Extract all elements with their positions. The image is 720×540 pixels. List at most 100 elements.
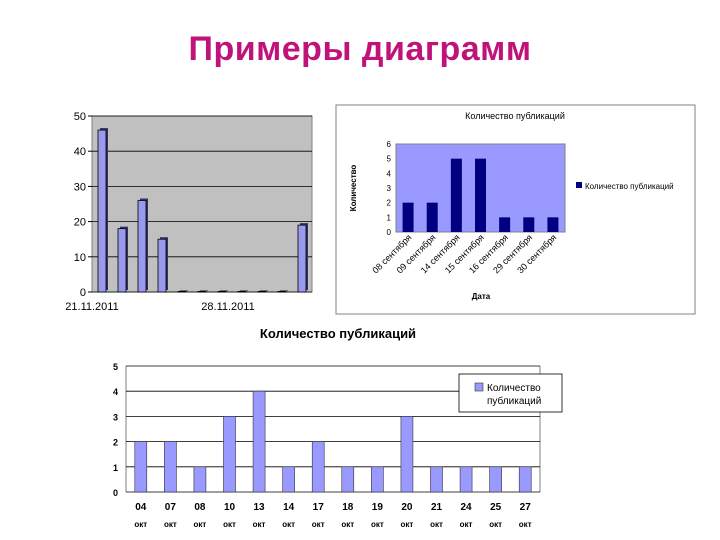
chart-3-x-tick-sublabel: окт (164, 520, 177, 529)
chart-3-x-tick-sublabel: окт (430, 520, 443, 529)
chart-3-legend-box (458, 373, 563, 413)
chart-3-x-tick-label: 27 (520, 502, 532, 513)
chart-2-y-tick-label: 6 (387, 140, 392, 149)
chart-3-x-tick-label: 13 (254, 502, 266, 513)
chart-3-x-tick-sublabel: окт (401, 520, 414, 529)
chart-3-bar (371, 466, 384, 493)
chart-2-legend-swatch (576, 182, 582, 188)
chart-3-x-tick-label: 24 (461, 502, 473, 513)
chart-3-x-tick-label: 17 (313, 502, 325, 513)
chart-1-bar (157, 238, 167, 293)
chart-1-bar-depth (220, 290, 228, 291)
chart-3-y-tick-label: 0 (113, 488, 118, 498)
chart-3-x-tick-label: 14 (283, 502, 295, 513)
chart-3-title: Количество публикаций (260, 326, 416, 341)
chart-1-bar (197, 290, 207, 293)
chart-2-x-axis-label: Дата (472, 292, 491, 301)
chart-1-y-tick-label: 20 (74, 217, 86, 229)
chart-1-bar-depth (260, 290, 268, 291)
chart-1-bar (137, 200, 147, 293)
chart-1-y-tick-label: 40 (74, 146, 86, 158)
chart-2-y-tick-label: 2 (387, 199, 392, 208)
chart-1-y-tick-label: 30 (74, 181, 86, 193)
chart-3-x-tick-sublabel: окт (341, 520, 354, 529)
chart-3-x-tick-label: 10 (224, 502, 236, 513)
chart-3-bar (193, 466, 207, 493)
chart-1-x-tick-label: 21.11.2011 (65, 301, 118, 313)
chart-2-bar (426, 202, 438, 232)
chart-3-x-tick-label: 07 (165, 502, 177, 513)
chart-2-bar (402, 202, 414, 232)
slide-title: Примеры диаграмм (188, 30, 532, 68)
chart-3-x-tick-label: 25 (490, 502, 502, 513)
chart-3-x-tick-sublabel: окт (312, 520, 325, 529)
chart-3-legend-swatch (474, 382, 484, 392)
chart-1-bar-depth (180, 290, 188, 291)
chart-3-x-tick-label: 21 (431, 502, 443, 513)
chart-3-x-tick-sublabel: окт (194, 520, 207, 529)
chart-3-bar (518, 466, 532, 493)
chart-3-x-tick-label: 04 (135, 502, 147, 513)
chart-2-bar (547, 217, 559, 232)
chart-1-y-tick-label: 10 (74, 252, 86, 264)
chart-3-x-tick-sublabel: окт (489, 520, 502, 529)
chart-3-bar (282, 466, 295, 493)
chart-3-bar (459, 466, 473, 493)
chart-2-bar (475, 158, 486, 232)
chart-1-bar-depth (240, 290, 248, 291)
chart-2-bar (499, 217, 511, 232)
chart-1-x-tick-label: 28.11.2011 (201, 301, 254, 313)
chart-3-x-tick-sublabel: окт (460, 520, 473, 529)
chart-2-y-axis-label: Количество (349, 165, 358, 212)
chart-3-x-tick-sublabel: окт (371, 520, 384, 529)
chart-1-bar (277, 290, 287, 293)
chart-3-bar (134, 441, 148, 493)
chart-3-bar (311, 441, 325, 493)
chart-1-bar-depth (280, 290, 288, 291)
chart-3-bar (164, 441, 177, 493)
chart-2-y-tick-label: 1 (387, 213, 392, 222)
chart-3-bar (252, 390, 266, 493)
chart-3-x-tick-sublabel: окт (282, 520, 295, 529)
chart-2-y-tick-label: 4 (387, 169, 392, 178)
chart-3-bar (489, 466, 502, 493)
chart-3-bar (430, 466, 443, 493)
chart-3-y-tick-label: 4 (113, 387, 118, 397)
chart-3-y-tick-label: 1 (113, 463, 118, 473)
chart-1-bar (117, 228, 127, 293)
chart-3-x-tick-label: 20 (401, 502, 413, 513)
chart-2-bar (523, 217, 535, 232)
chart-1-bar-depth (200, 290, 208, 291)
chart-2-y-tick-label: 0 (387, 228, 392, 237)
chart-1-y-tick-label: 0 (80, 287, 86, 299)
chart-1-bar (237, 290, 247, 293)
chart-3-legend-label: Количество (487, 383, 541, 394)
chart-3-x-tick-sublabel: окт (519, 520, 532, 529)
chart-2-title: Количество публикаций (465, 111, 565, 121)
chart-3-bar (223, 416, 236, 493)
chart-1-bar (217, 290, 227, 293)
chart-3-y-tick-label: 2 (113, 438, 118, 448)
chart-1-bar (177, 290, 187, 293)
chart-3-bar (341, 466, 355, 493)
chart-3-x-tick-sublabel: окт (134, 520, 147, 529)
chart-1-bar (97, 129, 107, 293)
chart-3-x-tick-label: 19 (372, 502, 384, 513)
chart-1-bar (257, 290, 267, 293)
chart-2-bar (450, 158, 462, 232)
chart-3-x-tick-label: 08 (194, 502, 206, 513)
chart-1-bar (297, 224, 307, 293)
chart-1-plot-area (91, 115, 313, 293)
chart-3-legend-label-line2: публикаций (487, 395, 541, 407)
chart-3-x-tick-sublabel: окт (223, 520, 236, 529)
chart-2-legend-label: Количество публикаций (585, 182, 674, 191)
chart-1-y-tick-label: 50 (74, 111, 86, 123)
chart-2-y-tick-label: 5 (387, 155, 392, 164)
chart-2-y-tick-label: 3 (387, 184, 392, 193)
chart-3-y-tick-label: 5 (113, 362, 118, 372)
chart-3-x-tick-label: 18 (342, 502, 354, 513)
chart-3-y-tick-label: 3 (113, 412, 118, 422)
